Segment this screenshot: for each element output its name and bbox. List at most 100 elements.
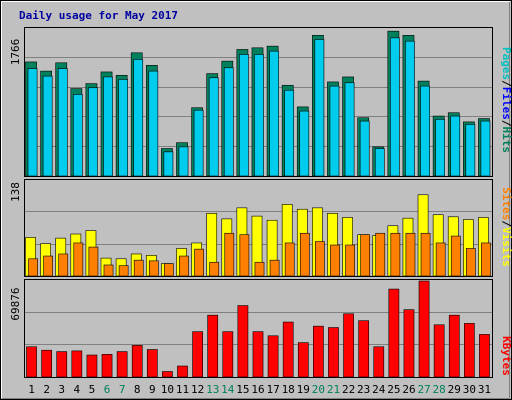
files-bar xyxy=(42,75,53,177)
sites-bar xyxy=(481,242,491,277)
sites-bar xyxy=(179,255,189,277)
day-label: 10 xyxy=(161,383,174,396)
day-label: 25 xyxy=(387,383,400,396)
chart-title: Daily usage for May 2017 xyxy=(19,9,178,22)
files-bar xyxy=(374,148,385,177)
kbytes-bar xyxy=(297,342,309,378)
day-label: 4 xyxy=(74,383,81,396)
files-bar xyxy=(193,109,204,177)
kbytes-bar xyxy=(479,334,490,378)
files-bar xyxy=(344,82,355,177)
sites-bar xyxy=(405,232,416,277)
day-label: 27 xyxy=(417,383,430,396)
files-bar xyxy=(329,85,340,177)
sites-bar xyxy=(330,244,340,277)
legend-sites-visits-entry: Visits xyxy=(500,227,512,267)
kbytes-bar xyxy=(71,350,83,378)
files-bar xyxy=(27,68,38,177)
day-label: 18 xyxy=(282,383,295,396)
kbytes-bar xyxy=(26,346,37,378)
sites-bar xyxy=(435,242,446,277)
files-bar xyxy=(118,79,128,177)
files-bar xyxy=(208,77,219,177)
day-label: 16 xyxy=(251,383,264,396)
day-label: 24 xyxy=(372,383,386,396)
kbytes-bar xyxy=(464,323,475,378)
files-bar xyxy=(435,119,446,177)
kbytes-bar xyxy=(222,331,234,378)
kbytes-bar xyxy=(373,346,385,378)
sites-bar xyxy=(254,261,265,277)
day-label: 22 xyxy=(342,383,355,396)
kbytes-bar xyxy=(177,365,188,378)
day-label: 29 xyxy=(448,383,461,396)
files-bar xyxy=(148,70,159,177)
sites-bar xyxy=(315,241,325,277)
sites-bar xyxy=(103,264,114,277)
files-bar xyxy=(254,54,264,177)
kbytes-bar xyxy=(418,280,430,378)
files-bar xyxy=(480,120,491,177)
files-bar xyxy=(299,110,310,177)
kbytes-bar xyxy=(101,354,113,378)
kbytes-bar xyxy=(162,371,173,378)
panel-2-ymax-label: 138 xyxy=(9,182,22,202)
sites-bar xyxy=(148,260,159,277)
sites-bar xyxy=(390,232,401,277)
sites-bar xyxy=(360,234,371,277)
files-bar xyxy=(88,87,98,177)
legend-pages-files-hits-entry: / xyxy=(500,120,512,127)
sites-bar xyxy=(194,248,204,277)
sites-bar xyxy=(375,232,386,277)
sites-bar xyxy=(118,265,129,277)
kbytes-bar xyxy=(116,351,128,378)
files-bar xyxy=(239,54,249,177)
kbytes-bar xyxy=(207,314,219,378)
files-bar xyxy=(269,50,279,177)
day-label: 20 xyxy=(312,383,325,396)
files-bar xyxy=(359,120,370,177)
day-label: 9 xyxy=(149,383,156,396)
day-label: 2 xyxy=(43,383,50,396)
day-label: 17 xyxy=(266,383,279,396)
day-label: 31 xyxy=(478,383,491,396)
files-bar xyxy=(420,85,430,177)
sites-bar xyxy=(28,258,38,277)
day-label: 7 xyxy=(119,383,126,396)
kbytes-bar xyxy=(388,288,400,378)
legend-kbytes: KBytes xyxy=(500,336,512,376)
legend-pages-files-hits-entry: Hits xyxy=(500,127,512,154)
files-bar xyxy=(178,146,189,177)
sites-bar xyxy=(73,242,84,277)
legend-pages-files-hits-entry: / xyxy=(500,80,512,87)
day-label: 30 xyxy=(463,383,476,396)
kbytes-bar xyxy=(267,335,279,378)
legend-sites-visits-entry: / xyxy=(500,220,512,227)
files-bar xyxy=(133,59,144,177)
kbytes-bar xyxy=(41,349,52,378)
files-bar xyxy=(390,37,400,177)
kbytes-bar xyxy=(343,313,354,378)
kbytes-bar xyxy=(403,309,415,378)
sites-bar xyxy=(345,244,355,277)
kbytes-bar xyxy=(252,331,264,378)
sites-bar xyxy=(43,255,53,277)
kbytes-bar xyxy=(448,314,460,378)
day-label: 13 xyxy=(206,383,219,396)
sites-bar xyxy=(466,248,476,277)
files-bar xyxy=(465,124,476,177)
files-bar xyxy=(314,39,325,177)
day-label: 26 xyxy=(402,383,415,396)
sites-bar xyxy=(269,259,280,277)
day-label: 11 xyxy=(176,383,189,396)
files-bar xyxy=(57,68,68,177)
kbytes-bar xyxy=(131,345,143,378)
sites-bar xyxy=(239,234,250,277)
legend-pages-files-hits-entry: Files xyxy=(500,87,512,120)
sites-bar xyxy=(164,263,174,277)
panel-3-ymax-label: 69876 xyxy=(9,287,22,320)
legend-pages-files-hits: Pages/Files/Hits xyxy=(500,47,512,153)
kbytes-bar xyxy=(328,327,339,378)
files-bar xyxy=(223,67,234,177)
